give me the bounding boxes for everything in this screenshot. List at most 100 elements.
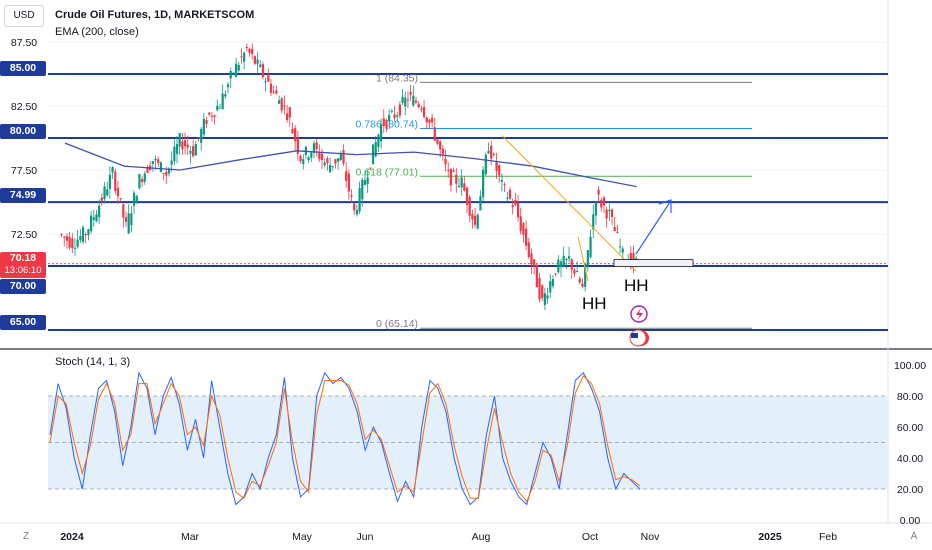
candle-body: [342, 150, 345, 164]
candle-body: [63, 236, 66, 238]
trend-line: [501, 135, 637, 272]
auto-scale-button[interactable]: A: [910, 531, 918, 542]
currency-button[interactable]: USD: [4, 5, 44, 27]
candle-body: [114, 171, 117, 191]
candle-body: [632, 253, 635, 265]
candle-body: [208, 112, 211, 115]
candle-body: [253, 56, 256, 64]
candle-body: [498, 165, 501, 176]
candle-body: [339, 154, 342, 161]
candle-body: [516, 202, 520, 218]
stoch-legend[interactable]: Stoch (14, 1, 3): [55, 356, 131, 368]
candle-body: [355, 210, 359, 215]
candle-body: [447, 169, 450, 171]
candle-body: [514, 199, 517, 205]
candle-body: [433, 127, 436, 141]
candle-body: [495, 161, 498, 172]
candle-body: [331, 165, 334, 167]
candle-body: [581, 283, 584, 287]
candle-body: [347, 173, 350, 192]
candle-body: [414, 100, 418, 103]
zoom-button[interactable]: Z: [22, 531, 30, 542]
candle-body: [530, 253, 533, 265]
candle-body: [119, 198, 122, 200]
stoch-tick-label: 20.00: [897, 484, 923, 496]
candle-body: [522, 223, 525, 235]
candle-body: [124, 217, 128, 222]
time-tick-label: Oct: [582, 531, 598, 543]
candle-body: [511, 205, 514, 208]
stoch-lines: [49, 371, 641, 506]
candle-body: [439, 141, 442, 150]
stoch-tick-label: 80.00: [897, 391, 923, 403]
candle-body: [613, 227, 616, 232]
projection-arrow-line: [635, 201, 671, 255]
candle-body: [68, 236, 71, 248]
candle-body: [259, 64, 262, 67]
price-tick-label: 87.50: [11, 37, 37, 49]
candle-body: [444, 158, 447, 165]
candle-body: [428, 119, 431, 123]
candle-body: [449, 169, 453, 186]
hh-annotation-2: HH: [624, 276, 649, 295]
candle-body: [237, 64, 240, 71]
candle-body: [288, 107, 291, 118]
candle-body: [361, 180, 364, 200]
candle-body: [621, 248, 624, 253]
candle-body: [296, 137, 299, 154]
candle-body: [170, 160, 173, 165]
candle-body: [307, 157, 310, 161]
candle-body: [417, 103, 420, 108]
candle-body: [162, 173, 165, 175]
level-tag-7499: 74.99: [0, 188, 46, 203]
candle-body: [492, 153, 495, 155]
candle-body: [487, 150, 490, 154]
candle-body: [385, 120, 388, 129]
time-tick-label: Nov: [641, 531, 660, 543]
candle-body: [546, 295, 549, 299]
ema-line: [64, 142, 637, 188]
candle-body: [559, 261, 563, 268]
candle-body: [406, 99, 410, 101]
candle-body: [328, 165, 332, 173]
candle-body: [500, 180, 504, 182]
candle-body: [484, 154, 487, 175]
candle-body: [218, 107, 222, 109]
candle-body: [586, 250, 589, 266]
candle-body: [315, 142, 318, 150]
candle-body: [210, 115, 214, 117]
time-tick-label: Aug: [472, 531, 491, 543]
candle-body: [127, 213, 130, 234]
candle-body: [294, 128, 297, 142]
candles: [60, 43, 638, 311]
ema-legend[interactable]: EMA (200, close): [55, 26, 139, 38]
candle-body: [318, 152, 321, 160]
candle-body: [393, 114, 396, 119]
candle-body: [154, 158, 157, 161]
candle-body: [167, 168, 171, 174]
candle-body: [468, 197, 471, 216]
price-tick-label: 82.50: [11, 101, 37, 113]
candle-body: [189, 150, 192, 154]
candle-body: [337, 158, 340, 162]
candle-body: [618, 246, 622, 248]
candle-body: [535, 265, 538, 288]
candle-body: [409, 91, 412, 95]
candle-body: [178, 133, 181, 147]
stoch-tick-label: 40.00: [897, 453, 923, 465]
time-tick-label: Mar: [181, 531, 200, 543]
bolt-glyph-icon: [636, 308, 643, 321]
time-tick-label: 2025: [758, 531, 782, 543]
candle-body: [277, 100, 281, 104]
candle-body: [60, 234, 63, 236]
ema-series-line: [64, 142, 637, 188]
candle-body: [457, 185, 461, 187]
candle-body: [280, 98, 283, 111]
candle-body: [538, 277, 541, 300]
candle-body: [519, 216, 522, 232]
candle-body: [524, 228, 528, 246]
candle-body: [602, 197, 606, 206]
current-price-tag: 70.18 13:06:10: [0, 252, 46, 278]
grid-layer: [0, 0, 932, 524]
